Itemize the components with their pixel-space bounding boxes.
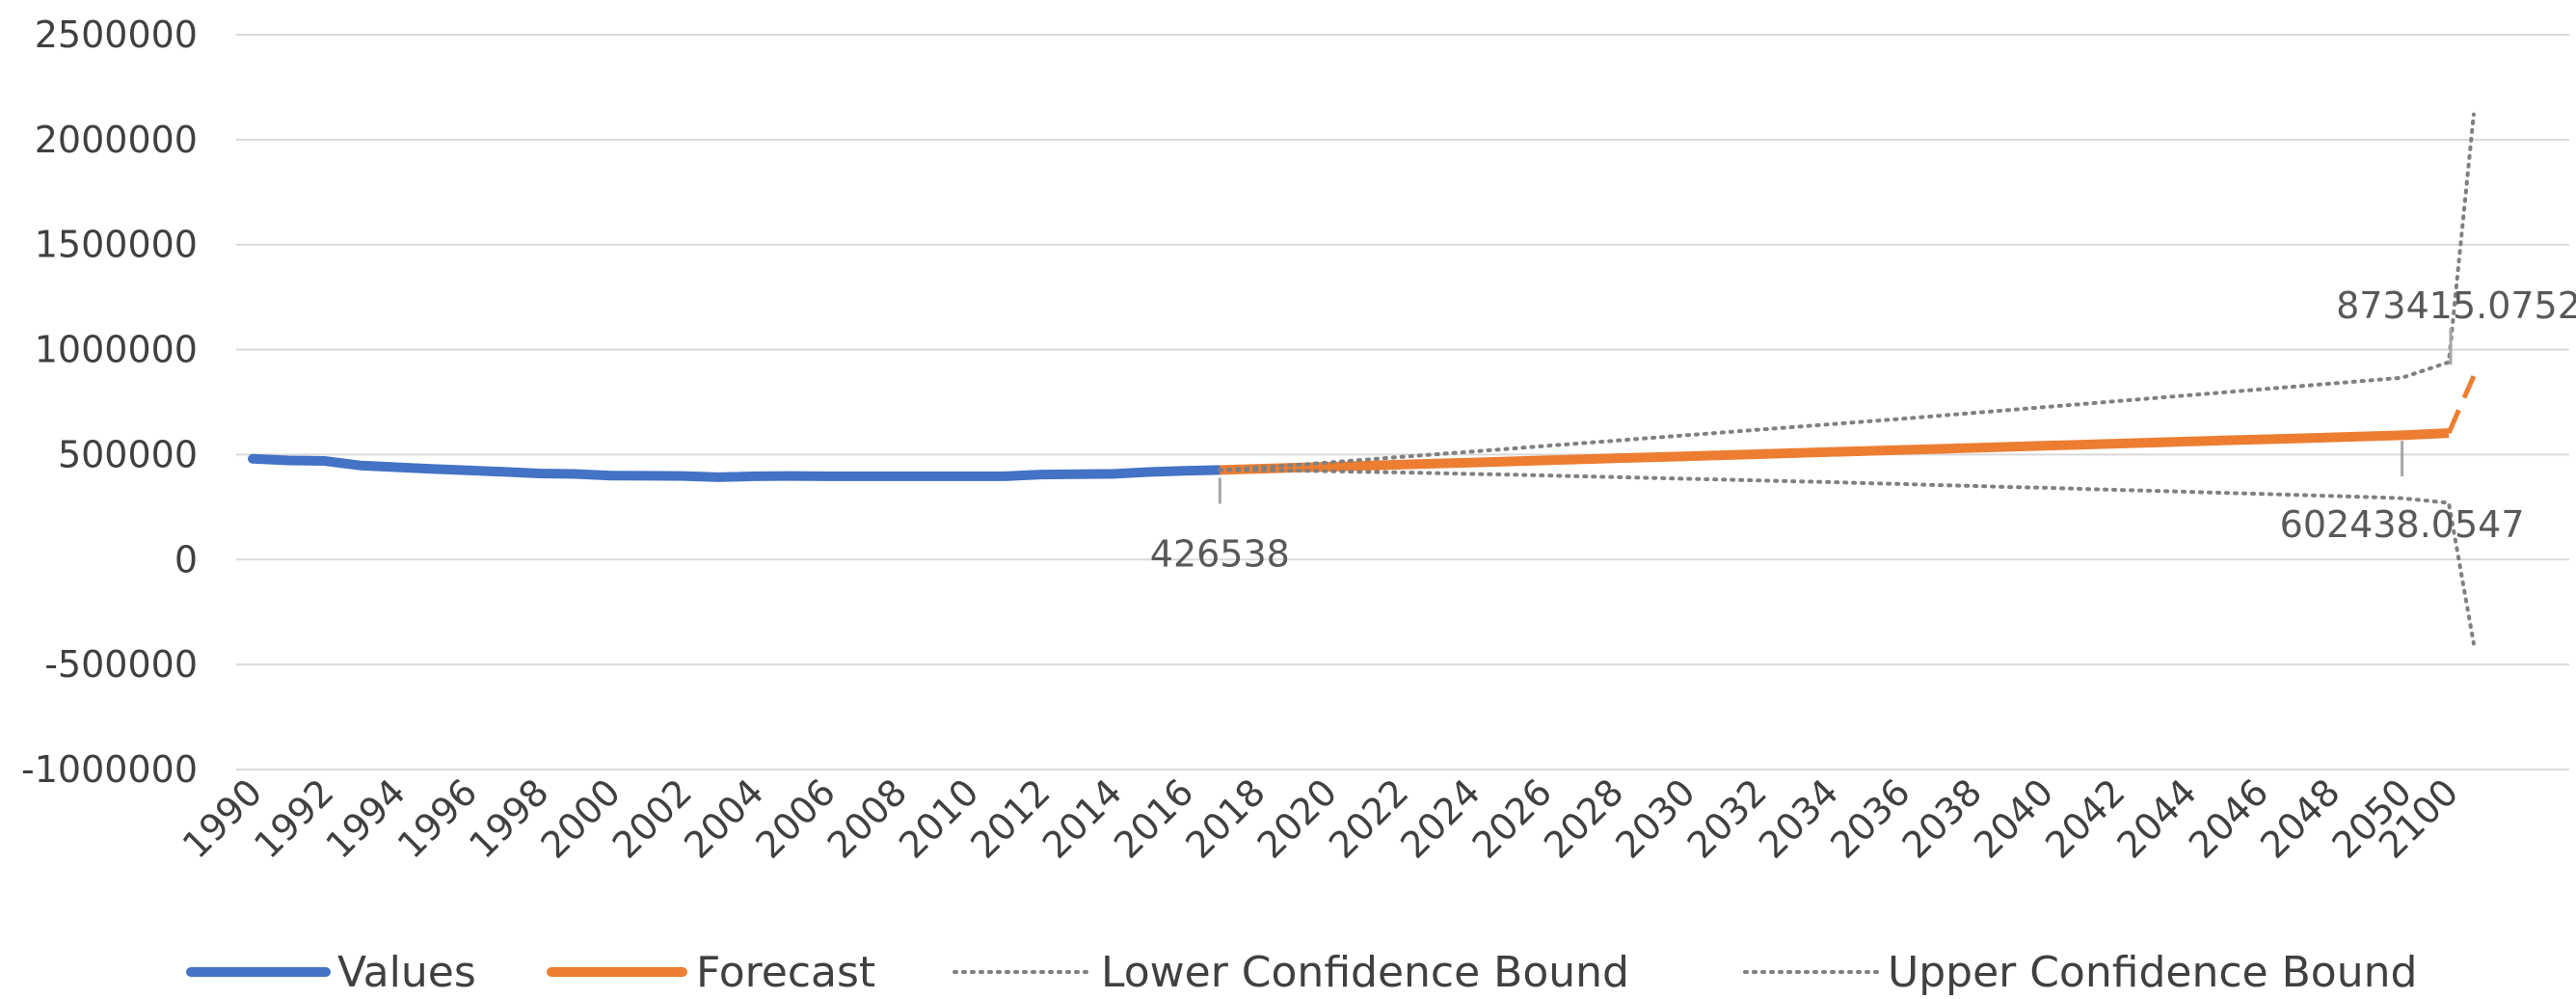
series-lines	[253, 115, 2474, 644]
x-tick-label: 2044	[2109, 770, 2206, 867]
x-tick-label: 2006	[747, 770, 844, 867]
forecast-2100-dashed-segment	[2449, 376, 2474, 433]
x-tick-label: 2012	[962, 770, 1059, 867]
x-tick-label: 2000	[532, 770, 629, 867]
x-tick-label: 2018	[1177, 770, 1274, 867]
legend-item-forecast: Forecast	[551, 948, 875, 997]
y-tick-label: 1000000	[35, 329, 198, 371]
legend-item-lower-confidence-bound: Lower Confidence Bound	[954, 948, 1629, 997]
x-tick-label: 2032	[1679, 770, 1776, 867]
y-tick-label: 500000	[58, 433, 198, 475]
x-tick-label: 2026	[1464, 770, 1561, 867]
x-tick-label: 1992	[246, 770, 342, 867]
legend-label: Values	[337, 948, 476, 997]
x-tick-label: 2028	[1536, 770, 1632, 867]
x-tick-label: 2042	[2037, 770, 2133, 867]
legend-item-values: Values	[191, 948, 476, 997]
x-tick-label: 2008	[819, 770, 916, 867]
x-tick-label: 2002	[604, 770, 701, 867]
x-tick-label: 2010	[891, 770, 987, 867]
legend-item-upper-confidence-bound: Upper Confidence Bound	[1745, 948, 2417, 997]
upper-confidence-bound-series-line	[1220, 115, 2474, 471]
y-tick-label: -1000000	[21, 748, 198, 791]
data-label: 602438.0547	[2280, 503, 2525, 546]
y-tick-label: 0	[174, 538, 198, 580]
legend-label: Lower Confidence Bound	[1101, 948, 1629, 997]
gridlines	[236, 35, 2569, 770]
x-tick-label: 2030	[1607, 770, 1704, 867]
legend-label: Upper Confidence Bound	[1888, 948, 2417, 997]
legend-label: Forecast	[696, 948, 875, 997]
x-tick-label: 2038	[1894, 770, 1991, 867]
lower-confidence-bound-series-line	[1220, 470, 2474, 643]
x-tick-label: 2048	[2252, 770, 2348, 867]
x-tick-label: 2036	[1822, 770, 1919, 867]
y-tick-label: 2500000	[35, 14, 198, 56]
y-tick-label: 2000000	[35, 119, 198, 161]
x-tick-label: 1996	[389, 770, 486, 867]
values-series-line	[253, 459, 1220, 477]
x-tick-label: 2024	[1392, 770, 1489, 867]
y-tick-label: -500000	[44, 643, 198, 686]
x-tick-label: 2034	[1751, 770, 1847, 867]
data-label: 426538	[1150, 532, 1290, 575]
x-tick-label: 2020	[1249, 770, 1346, 867]
x-tick-label: 2046	[2181, 770, 2277, 867]
data-labels: 426538 873415.0752 602438.0547	[1150, 284, 2576, 575]
forecast-series-line	[1220, 433, 2449, 470]
x-tick-label: 1994	[318, 770, 415, 867]
y-axis-tick-labels: 2500000 2000000 1500000 1000000 500000 0 -5000…	[21, 14, 198, 791]
x-tick-label: 1998	[461, 770, 557, 867]
legend: Values Forecast Lower Confidence Bound Uppe…	[191, 948, 2417, 997]
x-tick-label: 2022	[1321, 770, 1417, 867]
y-tick-label: 1500000	[35, 224, 198, 266]
data-label: 873415.0752	[2336, 284, 2576, 327]
data-label-leaders	[1220, 328, 2451, 503]
x-tick-label: 2040	[1966, 770, 2062, 867]
x-tick-label: 2004	[676, 770, 772, 867]
x-tick-label: 2016	[1106, 770, 1202, 867]
x-tick-label: 2014	[1034, 770, 1131, 867]
x-axis-tick-labels: 1990199219941996199820002002200420062008…	[174, 770, 2467, 867]
